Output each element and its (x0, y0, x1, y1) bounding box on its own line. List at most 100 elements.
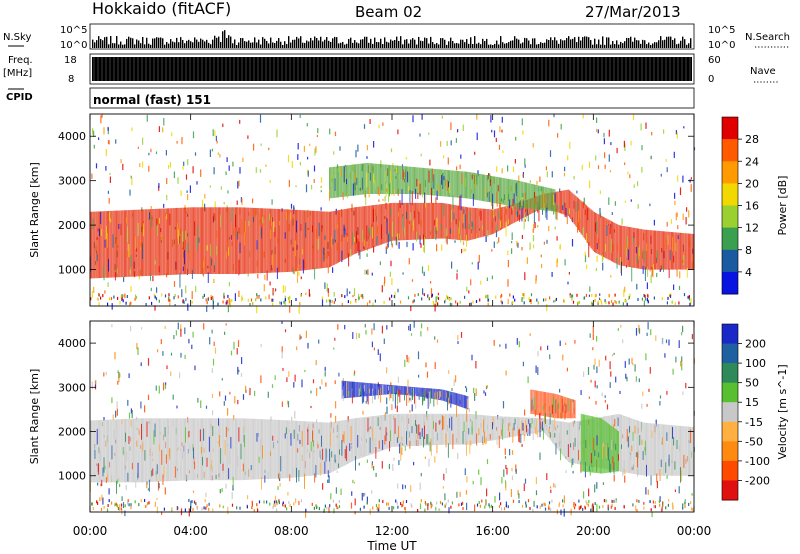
scatter-cell (378, 503, 380, 512)
band-stripe (193, 207, 194, 274)
band-stripe (467, 413, 468, 445)
low-range-cell (111, 501, 113, 505)
band-speck (390, 430, 391, 442)
band-stripe (264, 208, 266, 273)
band-stripe (275, 419, 277, 479)
scatter-cell (373, 323, 375, 331)
band-speck (422, 392, 423, 406)
band-stripe (406, 413, 407, 447)
band-stripe (278, 209, 279, 273)
nsky-bar (106, 36, 108, 48)
band-stripe (416, 202, 418, 240)
band-speck (642, 265, 644, 274)
band-speck (427, 392, 429, 409)
band-speck (411, 390, 413, 397)
band-speck (181, 231, 183, 248)
band-speck (352, 232, 354, 246)
nsky-bar (658, 40, 660, 48)
scatter-cell (158, 183, 160, 188)
scatter-cell (158, 185, 160, 191)
scatter-cell (290, 203, 293, 209)
scatter-cell (521, 247, 523, 251)
band-speck (188, 430, 190, 438)
scatter-cell (624, 162, 626, 165)
scatter-cell (553, 483, 555, 488)
band-stripe (342, 165, 344, 197)
band-speck (573, 408, 575, 414)
scatter-cell (408, 325, 410, 331)
band-stripe (360, 417, 362, 458)
nsky-bar (520, 43, 522, 48)
band-stripe (397, 165, 398, 194)
scatter-cell (335, 415, 337, 423)
band-stripe (312, 421, 313, 476)
band-speck (211, 460, 213, 469)
nsky-bar (538, 43, 540, 48)
band-stripe (349, 164, 351, 196)
low-range-cell (537, 301, 539, 305)
scatter-cell (524, 434, 526, 437)
band-stripe (443, 413, 445, 445)
band-speck (567, 398, 569, 412)
band-stripe (332, 166, 334, 198)
band-speck (665, 462, 667, 473)
band-stripe (487, 175, 489, 202)
scatter-cell (398, 241, 400, 249)
band-speck (582, 227, 584, 236)
band-stripe (650, 423, 652, 476)
band-speck (373, 208, 374, 222)
band-speck (389, 441, 390, 452)
band-stripe (459, 413, 461, 445)
band-stripe (338, 166, 339, 198)
band-speck (680, 467, 681, 483)
scatter-cell (522, 361, 524, 367)
colorbar-tick-label: 4 (745, 266, 752, 279)
band-stripe (492, 176, 494, 203)
band-stripe (145, 209, 147, 276)
band-speck (536, 419, 538, 435)
band-speck (452, 195, 454, 209)
band-speck (292, 469, 294, 477)
low-range-cell (573, 504, 575, 508)
band-stripe (667, 231, 669, 270)
band-stripe (549, 392, 551, 418)
low-range-cell (613, 499, 615, 503)
scatter-cell (511, 450, 514, 455)
band-stripe (281, 209, 283, 273)
scatter-cell (320, 190, 322, 193)
band-stripe (313, 210, 314, 270)
band-speck (637, 255, 638, 264)
scatter-cell (616, 147, 618, 154)
low-range-cell (585, 293, 587, 297)
y-tick-label: 1000 (58, 470, 86, 483)
scatter-cell (191, 291, 193, 300)
band-stripe (500, 207, 501, 231)
low-range-cell (530, 299, 532, 303)
band-stripe (417, 167, 419, 195)
band-stripe (410, 166, 412, 194)
low-range-cell (610, 505, 612, 509)
scatter-cell (236, 200, 238, 205)
nsky-bar (152, 38, 154, 48)
scatter-cell (378, 124, 380, 129)
band-stripe (428, 413, 430, 446)
low-range-cell (653, 505, 655, 508)
low-range-cell (203, 506, 205, 510)
low-range-cell (605, 499, 607, 503)
band-speck (331, 451, 333, 458)
nsky-bar (420, 40, 422, 48)
low-range-cell (158, 299, 160, 303)
band-stripe (583, 203, 585, 239)
band-stripe (497, 208, 499, 232)
band-stripe (371, 383, 372, 396)
band-speck (111, 445, 113, 460)
scatter-cell (474, 504, 476, 512)
band-stripe (227, 418, 228, 481)
scatter-cell (536, 180, 538, 185)
scatter-cell (533, 244, 535, 249)
band-stripe (204, 418, 206, 481)
low-range-cell (615, 301, 617, 304)
band-stripe (281, 420, 283, 479)
low-range-cell (411, 504, 413, 508)
band-stripe (445, 413, 447, 445)
